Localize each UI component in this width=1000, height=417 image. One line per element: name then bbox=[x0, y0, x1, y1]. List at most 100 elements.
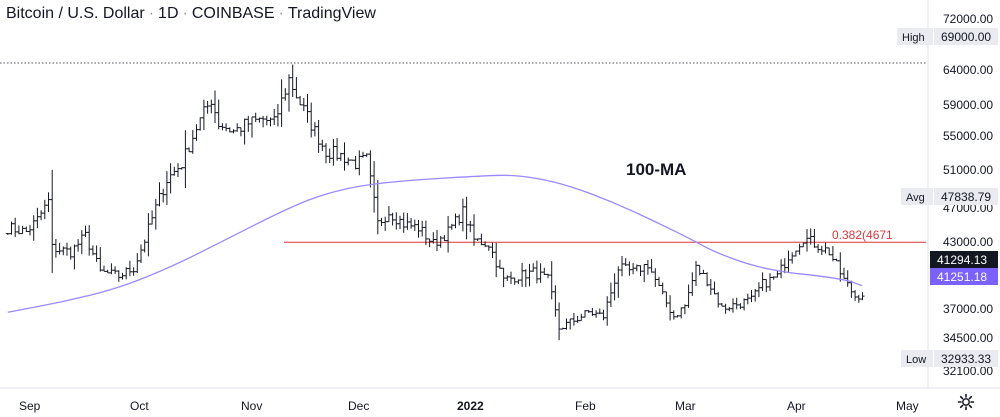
price-bar bbox=[790, 252, 795, 264]
price-bar bbox=[176, 163, 180, 177]
price-bar bbox=[468, 220, 473, 233]
price-bar bbox=[801, 242, 806, 248]
price-bar bbox=[283, 88, 288, 101]
price-bar bbox=[305, 93, 310, 123]
price-bar bbox=[298, 95, 303, 106]
price-bar bbox=[649, 258, 654, 273]
price-bar bbox=[349, 159, 354, 161]
price-bar bbox=[645, 260, 650, 275]
time-tick: Oct bbox=[130, 399, 149, 413]
price-bar bbox=[764, 279, 769, 293]
price-bar bbox=[568, 318, 573, 330]
price-bar bbox=[372, 161, 377, 213]
price-bar bbox=[79, 230, 84, 255]
price-bar bbox=[534, 260, 539, 284]
price-bar bbox=[39, 210, 44, 221]
low-badge-value: 32933.33 bbox=[941, 352, 991, 366]
price-bar bbox=[309, 102, 314, 138]
ma-annotation: 100-MA bbox=[626, 160, 686, 179]
price-bar bbox=[409, 218, 414, 229]
time-tick: Mar bbox=[675, 399, 696, 413]
price-bar bbox=[264, 115, 269, 126]
price-bar bbox=[838, 252, 843, 282]
price-bar bbox=[705, 272, 710, 287]
price-bar bbox=[745, 293, 750, 305]
price-bar bbox=[220, 123, 225, 131]
price-bar bbox=[190, 129, 195, 154]
price-bar bbox=[379, 217, 384, 226]
price-bar bbox=[631, 263, 636, 275]
price-bar bbox=[205, 100, 210, 114]
price-tick: 59000.00 bbox=[943, 98, 993, 112]
price-bar bbox=[542, 267, 547, 276]
price-bar bbox=[679, 307, 684, 319]
price-bar bbox=[642, 263, 647, 283]
price-bar bbox=[227, 127, 232, 133]
ma-badge-value: 41294.13 bbox=[937, 253, 987, 267]
price-tick: 72000.00 bbox=[943, 12, 993, 26]
price-bar bbox=[560, 327, 565, 330]
settings-button[interactable] bbox=[956, 392, 976, 412]
price-bar bbox=[486, 245, 491, 251]
price-bar bbox=[357, 150, 362, 176]
price-bar bbox=[716, 292, 721, 308]
price-bar bbox=[668, 295, 673, 321]
price-tick: 34500.00 bbox=[943, 331, 993, 345]
price-bar bbox=[546, 273, 550, 279]
high-badge-tag: High bbox=[902, 32, 925, 44]
price-bar bbox=[571, 312, 576, 326]
price-bar bbox=[168, 163, 173, 194]
symbol-name[interactable]: Bitcoin / U.S. Dollar bbox=[6, 5, 145, 22]
ma-line[interactable] bbox=[7, 174, 863, 313]
price-bar bbox=[312, 122, 317, 137]
price-bar bbox=[527, 263, 532, 287]
price-bar bbox=[65, 242, 69, 256]
price-bar bbox=[46, 192, 51, 213]
interval-label[interactable]: 1D bbox=[158, 5, 179, 22]
price-bar bbox=[686, 284, 691, 308]
price-bar bbox=[808, 228, 813, 245]
price-bar bbox=[653, 268, 658, 288]
price-bar bbox=[579, 313, 584, 322]
price-bar bbox=[124, 267, 129, 280]
price-bar bbox=[475, 238, 480, 242]
price-bar bbox=[497, 259, 502, 269]
price-bar bbox=[827, 247, 832, 256]
price-bar bbox=[738, 303, 743, 310]
price-bar bbox=[87, 225, 92, 256]
price-bar bbox=[756, 282, 761, 298]
source-label: TradingView bbox=[287, 5, 376, 22]
price-bar bbox=[608, 282, 613, 308]
price-bar bbox=[734, 297, 739, 310]
price-bar bbox=[690, 272, 695, 296]
price-bar bbox=[490, 242, 495, 258]
price-bar bbox=[449, 223, 454, 230]
price-bar bbox=[612, 273, 617, 301]
price-bar bbox=[224, 123, 229, 132]
ma-value-badge: 41294.13 bbox=[930, 251, 998, 268]
price-tick: 51000.00 bbox=[943, 163, 993, 177]
price-bar bbox=[135, 253, 140, 273]
price-bar bbox=[287, 74, 291, 112]
price-bar bbox=[231, 129, 236, 134]
price-bar bbox=[68, 246, 73, 260]
price-bar bbox=[435, 229, 439, 252]
price-bar bbox=[76, 239, 81, 252]
price-bar bbox=[16, 225, 21, 235]
price-bar bbox=[113, 266, 118, 274]
price-bar bbox=[782, 258, 787, 274]
price-bar bbox=[512, 277, 517, 285]
price-bar bbox=[523, 269, 528, 288]
price-bar bbox=[242, 118, 247, 145]
price-bar bbox=[457, 214, 462, 226]
price-bar bbox=[279, 79, 284, 128]
price-bar bbox=[187, 147, 192, 153]
price-bar bbox=[368, 150, 373, 188]
price-bar bbox=[623, 258, 628, 267]
price-bar bbox=[90, 245, 95, 256]
price-bar bbox=[5, 232, 10, 235]
price-bar bbox=[57, 242, 62, 255]
time-axis[interactable]: Sep Oct Nov Dec 2022 Feb Mar Apr May bbox=[19, 399, 919, 413]
price-bar bbox=[464, 196, 469, 240]
